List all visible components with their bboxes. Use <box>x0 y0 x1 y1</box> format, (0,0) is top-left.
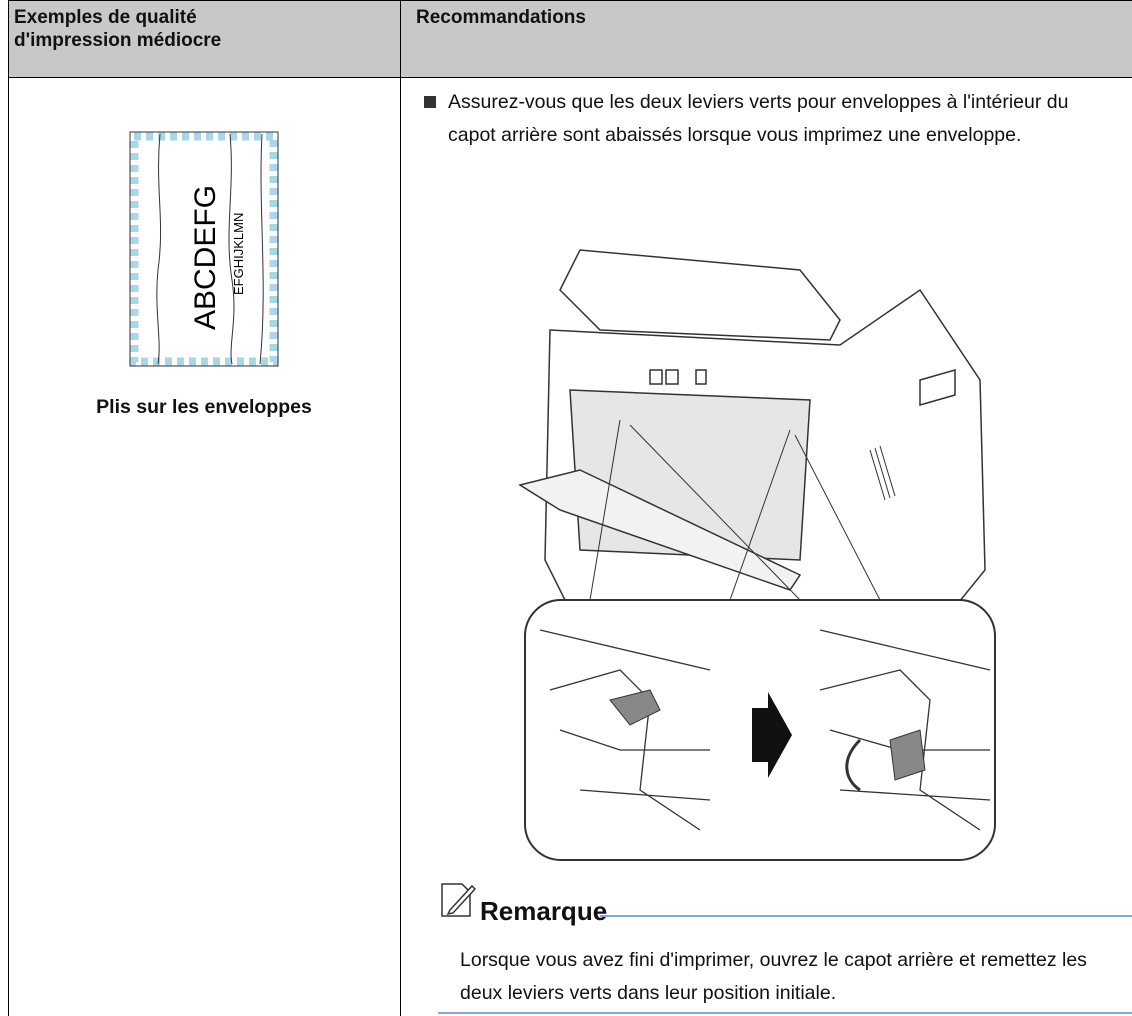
note-title: Remarque <box>480 896 608 926</box>
header-line: d'impression médiocre <box>14 30 222 51</box>
col-border-left <box>8 0 9 1016</box>
note-text: Lorsque vous avez fini d'imprimer, ouvre… <box>460 949 1087 1004</box>
sample-text: ABCDEFG <box>189 185 222 330</box>
note-icon <box>441 883 476 917</box>
caption: Plis sur les enveloppes <box>96 396 312 418</box>
crease-lines <box>156 133 264 365</box>
header-cell: Exemples de qualité d'impression médiocr… <box>14 6 221 52</box>
header-cell: Recommandations <box>416 6 586 29</box>
envelope-border <box>129 131 279 367</box>
envelope-outline <box>129 131 279 367</box>
sample-text: EFGHIJKLMN <box>231 213 246 295</box>
envelope-illustration: ABCDEFG EFGHIJKLMN <box>129 131 279 367</box>
table: Exemples de qualité d'impression médiocr… <box>8 0 1132 1016</box>
bullet-text: Assurez-vous que les deux leviers verts … <box>448 91 1069 146</box>
header-line: Exemples de qualité <box>14 7 197 28</box>
note-rule <box>600 915 1132 917</box>
note-bottom-rule <box>438 1012 1132 1014</box>
header-row <box>8 0 1132 78</box>
col-divider <box>400 0 401 1016</box>
printer-illustration <box>518 249 996 861</box>
bullet-square <box>424 96 436 108</box>
header-line: Recommandations <box>416 7 586 28</box>
